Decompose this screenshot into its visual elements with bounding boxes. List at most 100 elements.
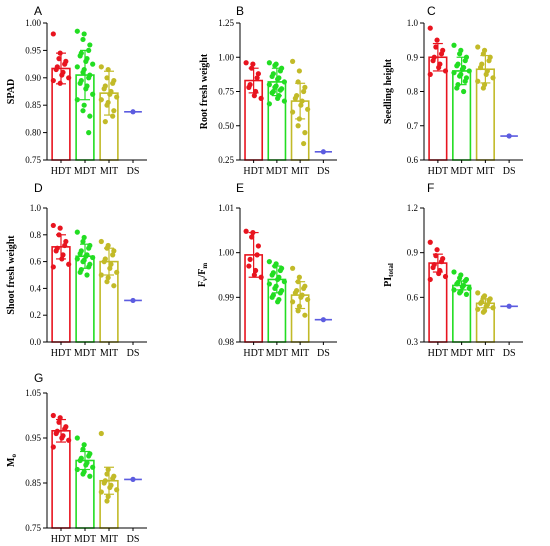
data-point [277,68,283,74]
data-point [77,269,83,275]
y-label-subscript: m [201,263,209,269]
data-point [434,37,440,43]
data-point [66,261,72,267]
y-tick-label: 0.8 [407,87,419,97]
y-axis-label: Seedling height [383,58,394,124]
y-tick-label: 1.00 [25,18,41,28]
data-point [486,58,492,64]
y-tick-label: 0.95 [25,433,41,443]
data-point [251,272,257,278]
panel-b: B 0.25 0.50 0.75 1.00 1.25 HDT MDT MIT DS Root fre… [199,4,337,177]
data-point [250,61,256,67]
data-point [266,281,272,287]
x-tick-label: DS [503,166,516,177]
x-tick-label: DS [503,348,516,359]
panel-f: F 0.3 0.6 0.9 1.2 HDT MDT MIT DS PItotal [383,181,523,359]
data-point [66,75,72,81]
data-point [50,412,56,419]
data-point [475,306,481,312]
data-point [107,484,113,491]
data-point [81,31,87,37]
data-point [130,297,136,304]
data-point [490,75,496,81]
data-point [433,253,439,259]
data-point [475,78,481,84]
x-tick-label: DS [317,166,330,177]
data-point [110,113,116,119]
data-point [290,58,296,64]
data-point [480,51,486,57]
data-point [84,272,90,278]
data-point [486,297,492,303]
data-point [86,453,92,459]
panel-letter: C [427,4,436,18]
data-point [269,272,275,278]
data-point [477,300,484,306]
x-tick-label: HDT [243,348,264,359]
data-point [102,119,108,125]
data-point [442,68,449,74]
data-point [272,263,278,269]
data-point [110,80,116,86]
data-point [105,275,111,281]
y-tick-label: 0.0 [30,337,42,347]
data-point [459,284,466,290]
data-point [251,93,257,99]
y-tick-label: 0.2 [30,310,41,320]
data-point [296,303,302,309]
data-point [483,303,489,309]
panel-letter: E [236,181,244,195]
data-point [56,56,62,62]
y-tick-label: 0.75 [25,523,41,533]
data-point [483,71,489,77]
data-point [59,72,65,78]
x-tick-label: MIT [291,348,309,359]
x-tick-label: HDT [428,166,449,177]
data-point [454,281,460,287]
y-label-part: PI [383,277,394,287]
y-tick-label: 0.8 [30,230,42,240]
panel-g: G 0.75 0.85 0.95 1.05 HDT MDT MIT DS Mo [6,371,147,545]
y-axis-label: PItotal [383,263,395,287]
y-tick-label: 0.90 [25,73,41,83]
y-tick-label: 0.98 [218,337,234,347]
x-tick-label: MIT [100,166,118,177]
data-point [436,270,442,277]
data-point [80,108,86,114]
y-tick-label: 0.85 [25,100,41,110]
data-point [266,82,272,88]
y-tick-label: 1.0 [30,203,42,213]
data-point [98,64,104,70]
data-point [60,252,66,258]
data-point [90,464,96,470]
data-point [87,473,93,479]
data-point [98,97,104,103]
data-point [243,60,249,66]
y-tick-label: 1.25 [218,18,234,28]
x-tick-label: MDT [266,348,288,359]
data-point [74,97,80,103]
data-point [101,480,107,486]
data-point [86,245,92,251]
panel-c: C 0.6 0.7 0.8 0.9 1.0 HDT MDT MIT DS Seedling heig… [383,4,523,177]
x-tick-label: DS [127,348,140,359]
data-point [295,123,301,129]
data-point [50,444,56,450]
x-tick-label: MDT [74,348,96,359]
y-tick-label: 0.75 [218,87,234,97]
data-point [105,66,111,73]
data-point [80,69,86,75]
data-point [101,259,107,265]
y-axis-label: Root fresh weight [199,53,210,129]
data-point [457,290,463,296]
data-point [305,296,311,303]
y-tick-label: 0.95 [25,45,41,55]
data-point [111,283,117,289]
data-point [105,493,111,500]
data-point [104,245,110,251]
x-tick-label: MDT [451,166,473,177]
data-point [438,51,445,57]
data-point [480,309,486,315]
data-point [430,58,436,64]
